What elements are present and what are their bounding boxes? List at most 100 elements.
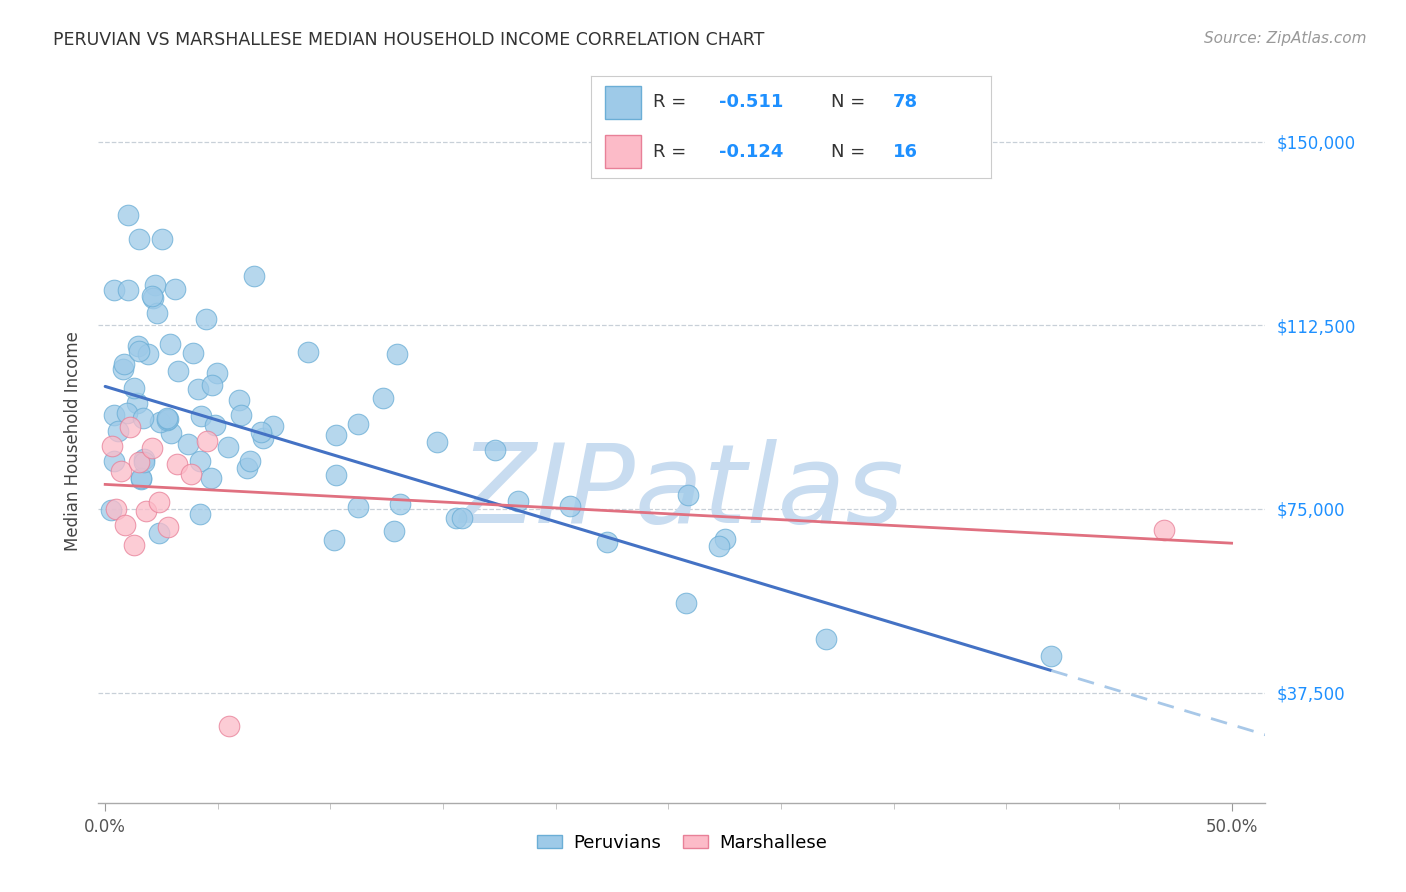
Point	[157, 411, 180, 425]
Point	[163, 283, 186, 297]
Point	[252, 431, 274, 445]
Point	[195, 434, 218, 448]
Text: ZIPatlas: ZIPatlas	[460, 439, 904, 546]
Point	[451, 511, 474, 525]
Point	[167, 364, 190, 378]
Point	[103, 454, 125, 468]
Point	[815, 632, 838, 646]
Point	[115, 407, 138, 421]
Point	[135, 504, 157, 518]
Point	[114, 517, 136, 532]
Point	[558, 500, 581, 514]
Y-axis label: Median Household Income: Median Household Income	[65, 332, 83, 551]
Point	[228, 392, 250, 407]
Point	[176, 436, 198, 450]
Point	[149, 416, 172, 430]
Point	[188, 507, 211, 521]
Point	[128, 343, 150, 358]
Point	[117, 208, 139, 222]
Point	[596, 535, 619, 549]
Text: 78: 78	[893, 94, 918, 112]
Point	[506, 494, 529, 508]
Point	[159, 337, 181, 351]
Point	[243, 269, 266, 284]
Point	[201, 378, 224, 392]
Point	[112, 362, 135, 376]
Point	[180, 467, 202, 482]
Text: -0.124: -0.124	[718, 143, 783, 161]
Text: R =: R =	[652, 143, 686, 161]
Point	[229, 408, 252, 422]
Point	[156, 411, 179, 425]
Point	[150, 232, 173, 246]
Point	[141, 288, 163, 302]
Point	[187, 382, 209, 396]
Point	[148, 526, 170, 541]
Point	[250, 425, 273, 439]
Point	[117, 283, 139, 297]
Point	[160, 425, 183, 440]
Text: -0.511: -0.511	[718, 94, 783, 112]
Point	[100, 503, 122, 517]
Point	[262, 419, 284, 434]
Point	[205, 367, 228, 381]
Text: PERUVIAN VS MARSHALLESE MEDIAN HOUSEHOLD INCOME CORRELATION CHART: PERUVIAN VS MARSHALLESE MEDIAN HOUSEHOLD…	[53, 31, 765, 49]
Point	[103, 408, 125, 422]
Point	[1040, 649, 1063, 664]
Point	[110, 463, 132, 477]
Point	[707, 539, 730, 553]
Point	[148, 495, 170, 509]
Text: N =: N =	[831, 94, 865, 112]
Point	[322, 533, 344, 547]
Point	[389, 498, 412, 512]
Point	[1153, 523, 1175, 537]
Point	[181, 346, 204, 360]
Point	[204, 417, 226, 432]
Point	[444, 511, 467, 525]
Point	[112, 357, 135, 371]
Point	[218, 719, 240, 733]
Point	[217, 440, 239, 454]
Point	[128, 455, 150, 469]
Text: R =: R =	[652, 94, 686, 112]
Point	[157, 520, 180, 534]
Point	[129, 472, 152, 486]
Point	[107, 424, 129, 438]
Point	[195, 311, 218, 326]
Point	[105, 502, 128, 516]
Point	[128, 232, 150, 246]
Point	[141, 441, 163, 455]
Point	[134, 454, 156, 468]
Point	[484, 442, 506, 457]
Point	[385, 347, 408, 361]
Legend: Peruvians, Marshallese: Peruvians, Marshallese	[530, 826, 834, 859]
Point	[426, 435, 449, 450]
Point	[297, 345, 319, 359]
Point	[382, 524, 405, 539]
Point	[141, 291, 163, 305]
Point	[190, 409, 212, 423]
Point	[373, 391, 395, 405]
Point	[127, 396, 149, 410]
Point	[103, 284, 125, 298]
Point	[236, 461, 259, 475]
Text: N =: N =	[831, 143, 865, 161]
Point	[714, 532, 737, 546]
Point	[132, 452, 155, 467]
Point	[156, 412, 179, 426]
Point	[131, 411, 153, 425]
Point	[136, 347, 159, 361]
Text: 16: 16	[893, 143, 918, 161]
FancyBboxPatch shape	[605, 87, 641, 119]
Point	[325, 468, 347, 483]
Point	[347, 417, 370, 431]
Point	[129, 471, 152, 485]
Point	[122, 380, 145, 394]
Point	[127, 339, 149, 353]
Point	[146, 306, 169, 320]
Point	[166, 457, 188, 471]
Point	[325, 428, 347, 442]
Point	[239, 454, 262, 468]
Point	[101, 439, 124, 453]
Point	[118, 420, 141, 434]
